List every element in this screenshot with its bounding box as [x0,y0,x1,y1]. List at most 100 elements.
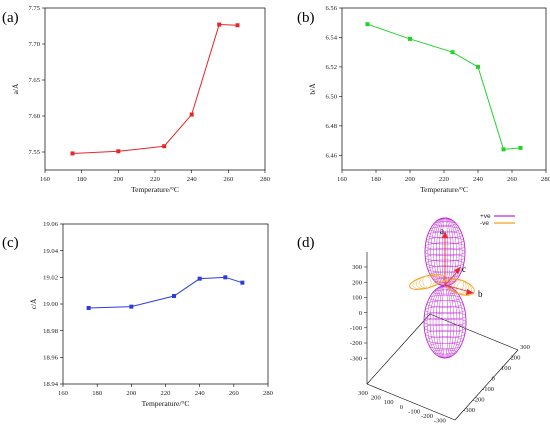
x-tick-label: 300 [358,390,369,397]
data-point [518,145,523,150]
vector-a-head [442,231,448,238]
x-tick-label: 200 [126,390,137,397]
x-tick-label: 220 [161,390,172,397]
legend-label: -ve [480,220,489,227]
data-point [197,276,202,281]
data-point [86,306,91,310]
y-tick-label: 19.06 [43,221,59,228]
panel-a: (a) 160 180 200 220 240 260 280 7.55 7.60 7.65 7.70… [2,5,271,194]
panel-d: (d) +ve-ve 300 200 100 0 -100 -200 -300 300 200 10… [297,213,531,424]
vector-b [444,284,471,293]
y-tick-label: 7.55 [28,149,40,156]
y-tick-label: 18.96 [43,355,59,362]
x-tick-label: 180 [371,176,382,183]
x-tick-label: 240 [195,390,206,397]
neg-lobe-mesh [456,280,464,294]
x-axis-label: Temperature/°C [420,185,468,194]
panel-label: (b) [297,10,315,26]
data-point [172,294,177,298]
y-tick-label: 7.70 [28,41,40,48]
data-point [408,36,412,41]
data-point [70,151,75,156]
neg-lobe-mesh [422,275,432,289]
y-tick-label: 7.60 [28,113,40,120]
lobe-meridian [435,285,455,359]
x-tick-label: 280 [260,176,271,183]
x-tick-label: 0 [400,404,404,411]
y-tick-label: -100 [482,386,495,393]
x-tick-label: -300 [434,418,447,424]
lobe-meridian [432,285,458,359]
y-axis-label: c/Å [29,298,38,309]
data-point [501,147,506,152]
y-axis-label: b/Å [308,83,317,95]
z-tick-label: 0 [359,310,363,317]
x-tick-label: 200 [405,176,416,183]
vector-b-head [466,289,474,295]
y-tick-label: 6.50 [325,94,337,101]
lobe-parallel [426,300,464,308]
x-axis-label: Temperature/°C [142,399,190,408]
y-tick-label: -300 [463,407,476,414]
plot-frame [341,7,547,171]
vector-b-label: b [478,289,483,299]
plot-frame [62,223,269,385]
back-axis [366,313,431,385]
y-tick-label: 6.56 [325,5,337,12]
lobe-parallel [433,221,457,226]
panel-d-label: (d) [297,235,315,251]
y-tick-label: 200 [511,355,522,362]
series-line [72,24,238,154]
x-tick-label: 260 [223,176,234,183]
y-tick-label: 18.94 [43,381,59,388]
z-tick-label: 100 [352,295,363,302]
y-tick-label: -200 [473,397,486,404]
data-point [450,50,455,55]
back-axis-2 [429,313,519,351]
lobe-meridian [441,285,449,359]
lobe-parallel [433,289,457,295]
y-tick-label: 19.02 [43,275,58,282]
x-tick-label: 220 [439,176,450,183]
x-axis-label: Temperature/°C [131,185,179,194]
lobe-parallel [424,306,466,314]
z-tick-label: 300 [352,264,363,271]
plot-frame [44,7,266,171]
legend: +ve-ve [480,213,515,227]
data-point [235,23,240,28]
panel-b: (b) 160 180 200 220 240 260 280 6.46 6.48 6.50 6.52… [297,5,550,194]
data-point [240,280,245,285]
y-tick-label: 6.54 [325,35,337,42]
series-line [367,23,521,150]
data-point [365,22,370,27]
x-axis [366,383,456,421]
y-tick-label: 300 [520,344,531,351]
data-point [217,22,222,27]
lobe-parallel [424,324,466,332]
lobe-parallel [433,349,457,355]
vector-c-label: c [462,264,466,274]
y-tick-label: 6.52 [325,64,337,71]
z-tick-label: -300 [350,355,363,362]
lower-lobe [423,285,467,359]
data-point [476,64,480,69]
data-point [116,149,121,154]
y-tick-label: 19.00 [43,301,59,308]
y-tick-label: 0 [492,376,496,383]
x-tick-label: 180 [77,176,88,183]
vector-a-label: a [440,226,444,236]
x-tick-label: 280 [263,390,274,397]
z-tick-label: -100 [350,325,363,332]
x-tick-label: 100 [384,399,395,406]
x-tick-label: 200 [113,176,124,183]
x-tick-label: 160 [58,390,69,397]
y-axis-label: a/Å [11,83,20,94]
z-tick-label: 200 [352,279,363,286]
panel-label: (c) [2,235,19,251]
z-tick-label: -200 [350,340,363,347]
lobe-parallel [424,330,466,338]
y-tick-label: 6.48 [325,123,337,130]
y-tick-label: 7.65 [28,77,40,84]
lobe-parallel [429,342,461,350]
